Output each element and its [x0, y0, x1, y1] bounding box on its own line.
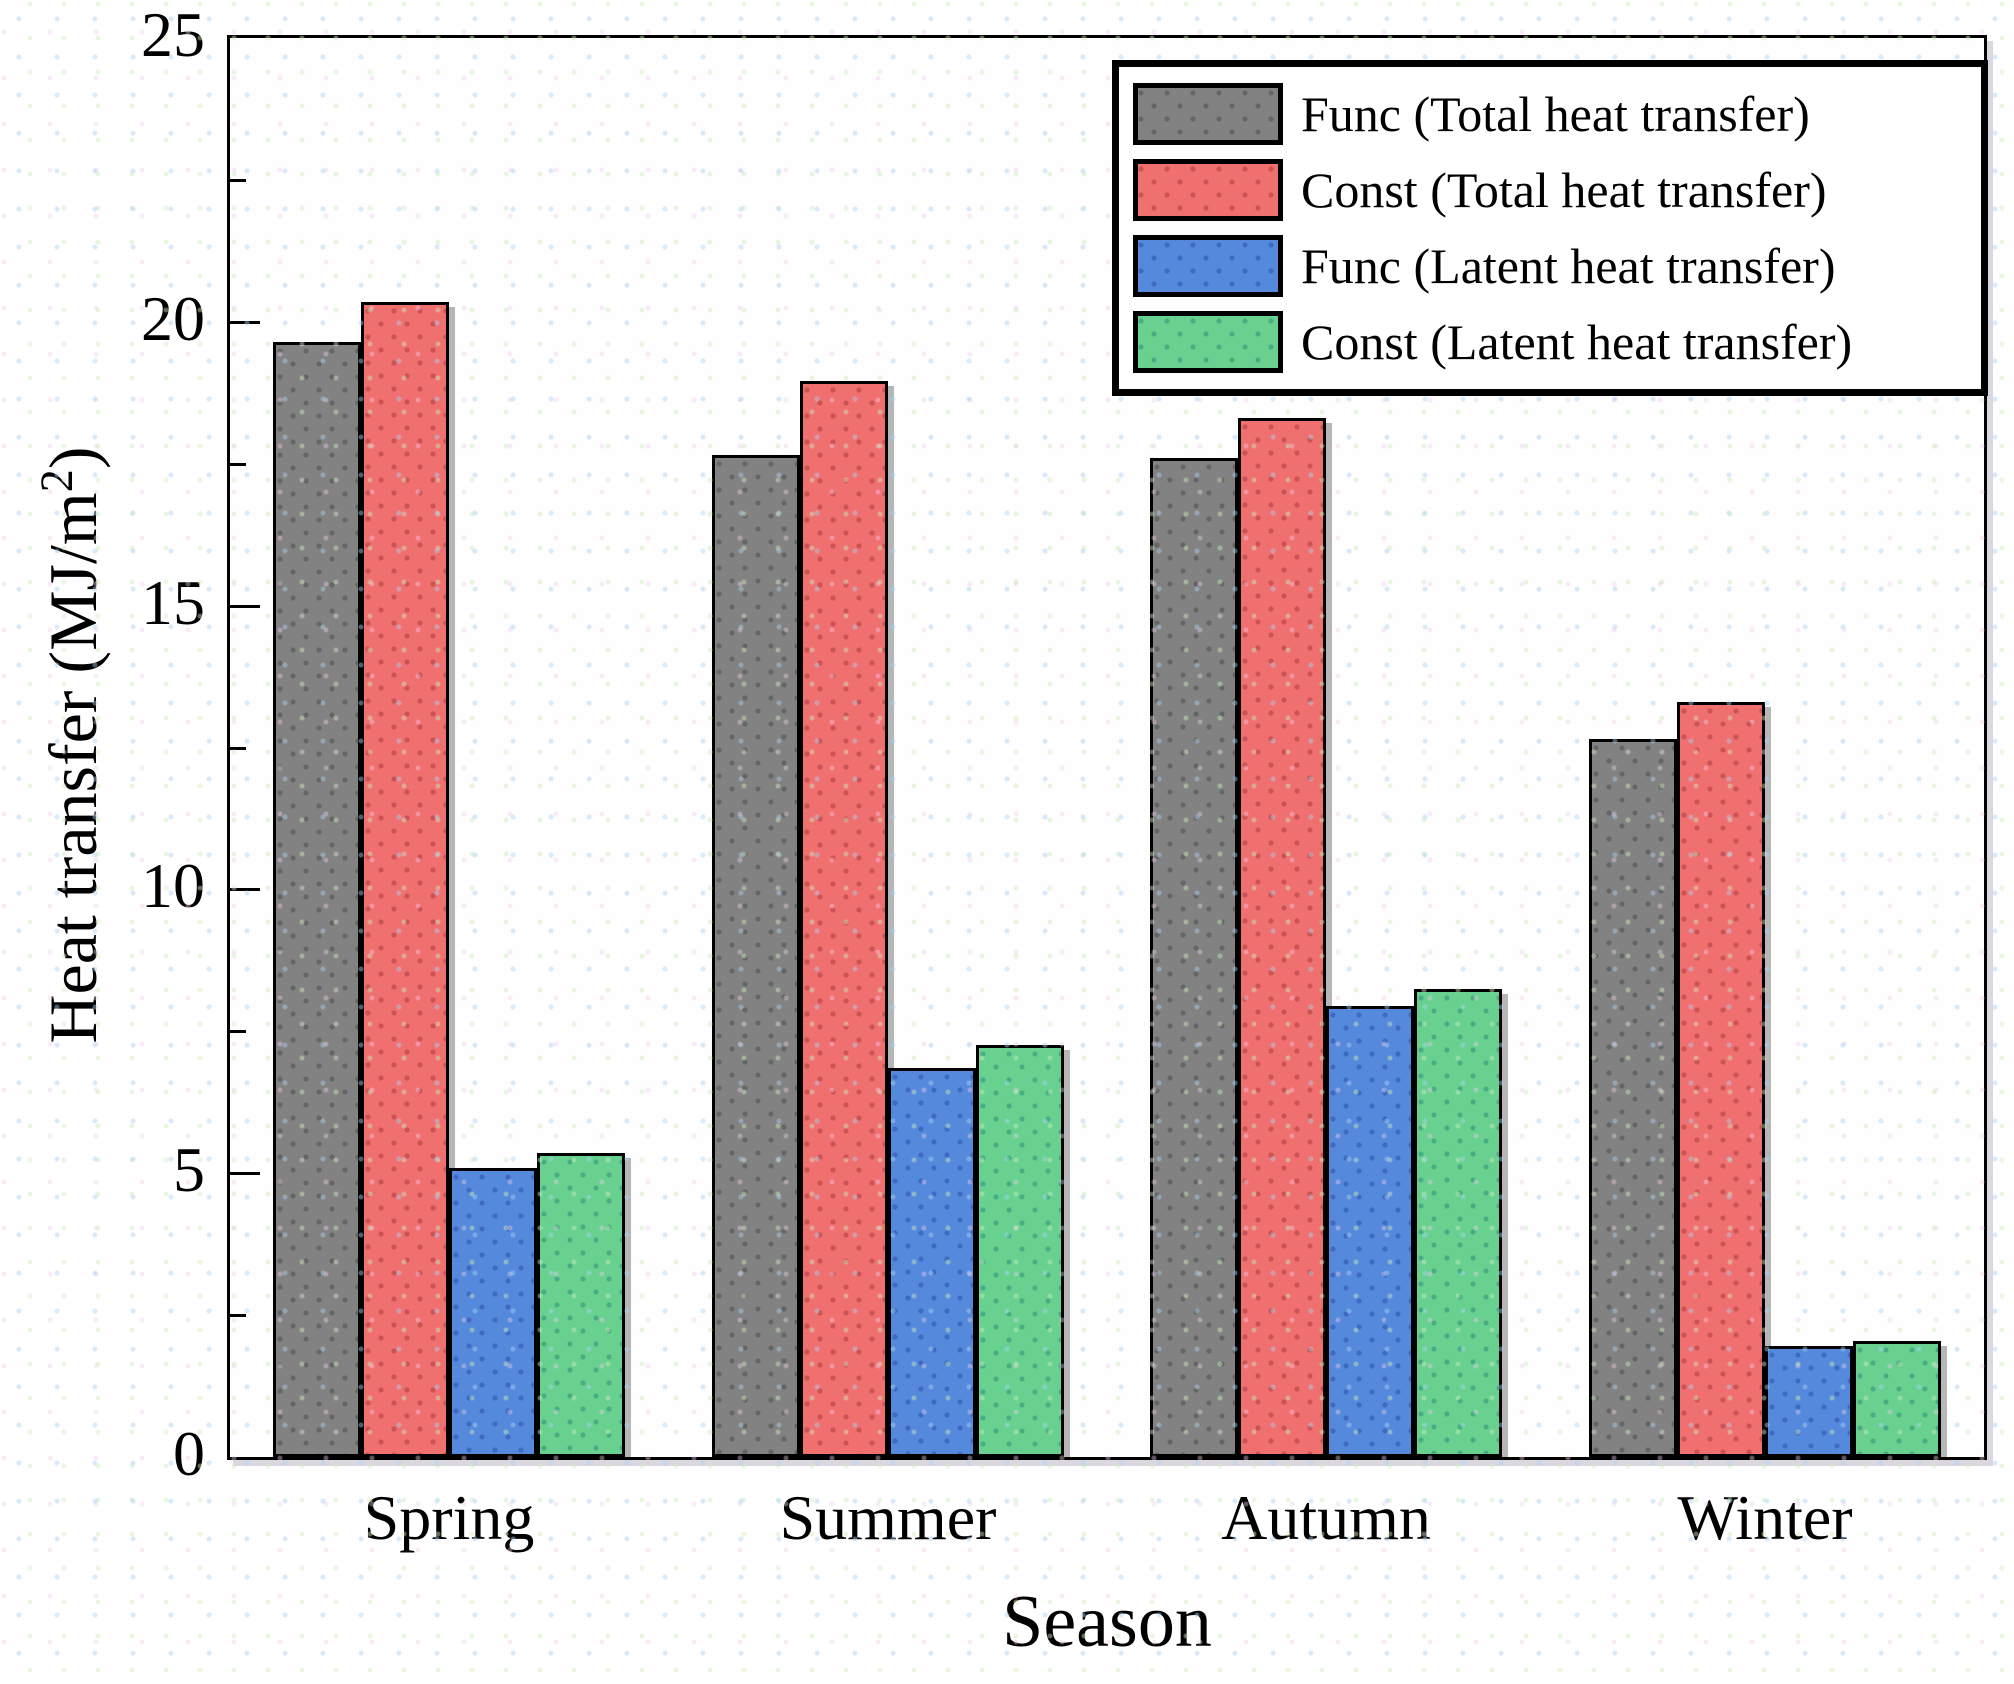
- bar-spring-series-2: [361, 302, 449, 1457]
- y-tick-label: 15: [141, 566, 205, 638]
- bar-summer-series-3: [888, 1068, 976, 1457]
- legend-swatch-icon: [1133, 311, 1283, 373]
- bar-winter-series-2: [1677, 702, 1765, 1457]
- y-axis-minor-tick: [230, 1314, 246, 1318]
- bar-summer-series-4: [976, 1045, 1064, 1457]
- y-axis-title-superscript: 2: [32, 469, 84, 493]
- legend-label: Const (Latent heat transfer): [1301, 314, 1853, 370]
- bar-autumn-series-2: [1238, 418, 1326, 1457]
- y-axis-minor-tick: [230, 1030, 246, 1034]
- legend-item-3: Func (Latent heat transfer): [1133, 228, 1967, 304]
- y-axis-major-tick: [230, 1172, 260, 1176]
- x-tick-label-summer: Summer: [779, 1482, 997, 1553]
- legend-item-1: Func (Total heat transfer): [1133, 76, 1967, 152]
- legend-item-2: Const (Total heat transfer): [1133, 152, 1967, 228]
- y-axis-major-tick: [230, 320, 260, 324]
- y-axis-minor-tick: [230, 462, 246, 466]
- y-tick-label: 10: [141, 850, 205, 922]
- bar-winter-series-1: [1589, 739, 1677, 1457]
- legend-label: Const (Total heat transfer): [1301, 162, 1827, 218]
- y-axis-minor-tick: [230, 746, 246, 750]
- x-tick-label-autumn: Autumn: [1221, 1482, 1431, 1553]
- legend-swatch-icon: [1133, 83, 1283, 145]
- y-tick-label: 20: [141, 282, 205, 354]
- y-tick-label: 0: [173, 1418, 205, 1489]
- legend: Func (Total heat transfer) Const (Total h…: [1112, 60, 1988, 396]
- x-axis-title: Season: [1002, 1581, 1212, 1663]
- y-tick-label: 5: [173, 1134, 205, 1206]
- x-tick-label-spring: Spring: [363, 1482, 535, 1553]
- bar-spring-series-4: [537, 1153, 625, 1457]
- bar-autumn-series-3: [1326, 1006, 1414, 1457]
- bar-spring-series-1: [273, 342, 361, 1457]
- y-axis-minor-tick: [230, 178, 246, 182]
- bar-spring-series-3: [449, 1168, 537, 1457]
- y-axis-major-tick: [230, 888, 260, 892]
- legend-label: Func (Latent heat transfer): [1301, 238, 1836, 294]
- bar-summer-series-1: [712, 455, 800, 1457]
- y-axis-title-end: ): [34, 446, 111, 470]
- legend-item-4: Const (Latent heat transfer): [1133, 304, 1967, 380]
- bar-summer-series-2: [800, 381, 888, 1457]
- x-tick-label-winter: Winter: [1677, 1482, 1853, 1553]
- y-tick-label: 25: [141, 0, 205, 70]
- bar-winter-series-3: [1765, 1346, 1853, 1457]
- bar-winter-series-4: [1853, 1341, 1941, 1457]
- legend-swatch-icon: [1133, 235, 1283, 297]
- legend-label: Func (Total heat transfer): [1301, 86, 1810, 142]
- bar-autumn-series-4: [1414, 989, 1502, 1457]
- bar-autumn-series-1: [1150, 458, 1238, 1457]
- y-axis-title: Heat transfer (MJ/m2): [31, 446, 113, 1043]
- legend-swatch-icon: [1133, 159, 1283, 221]
- y-axis-major-tick: [230, 604, 260, 608]
